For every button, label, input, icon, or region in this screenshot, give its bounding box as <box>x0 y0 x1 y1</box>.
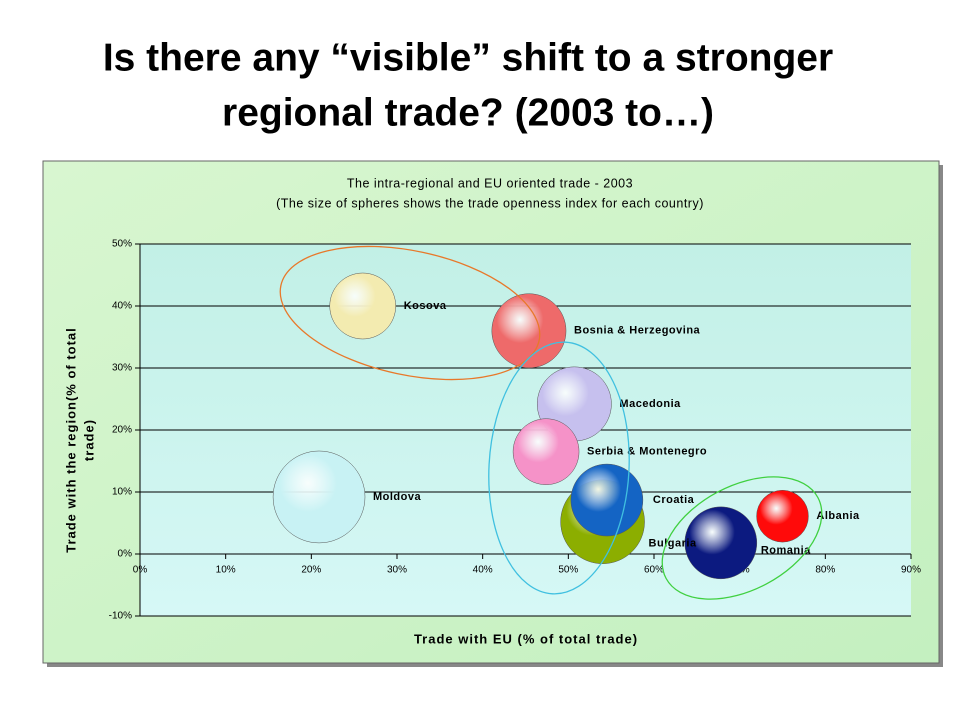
bubble <box>570 463 644 537</box>
bubble <box>491 293 567 369</box>
bubble <box>329 272 396 340</box>
bubble-label: Romania <box>761 545 811 557</box>
bubble-label: Kosova <box>404 300 447 312</box>
group-outline <box>279 245 541 381</box>
y-axis-title-line: Trade with the region(% of total <box>63 327 78 553</box>
x-tick-label: 90% <box>901 565 921 576</box>
plot: -10% 0% 10% 20% 30% 40% 50% 0% 10% 20% 30% 40% 50% 60… <box>109 239 921 622</box>
bubble-label: Bosnia & Herzegovina <box>574 325 701 337</box>
group-outline <box>661 476 823 600</box>
slide-title: Is there any “visible” shift to a strong… <box>103 36 833 79</box>
y-tick-label: 40% <box>112 301 132 312</box>
bubble <box>756 490 809 543</box>
y-tick-label: 50% <box>112 239 132 250</box>
bubble <box>272 450 366 544</box>
x-tick-label: 50% <box>558 565 578 576</box>
slide-title: regional trade? (2003 to…) <box>222 91 714 134</box>
x-tick-label: 30% <box>387 565 407 576</box>
bubble <box>684 506 758 580</box>
y-axis-title: Trade with the region(% of total trade) <box>63 327 96 553</box>
x-tick-label: 40% <box>473 565 493 576</box>
chart-title: The intra-regional and EU oriented trade… <box>347 176 633 190</box>
bubble-label: Croatia <box>653 494 695 506</box>
y-tick-label: -10% <box>109 611 132 622</box>
bubble-label: Serbia & Montenegro <box>587 446 707 458</box>
x-tick-label: 20% <box>301 565 321 576</box>
group-outline <box>488 341 630 595</box>
y-tick-label: 30% <box>112 363 132 374</box>
x-tick-label: 10% <box>216 565 236 576</box>
bubble-label: Moldova <box>373 491 421 503</box>
bubble-label: Macedonia <box>619 398 681 410</box>
y-axis-title-line: trade) <box>81 419 96 461</box>
bubble-label: Albania <box>816 510 860 522</box>
y-tick-label: 10% <box>112 487 132 498</box>
x-axis-title: Trade with EU (% of total trade) <box>414 631 638 646</box>
bubble <box>512 418 580 485</box>
bubble-label: Bulgaria <box>649 538 697 550</box>
y-tick-label: 0% <box>118 549 133 560</box>
y-tick-label: 20% <box>112 425 132 436</box>
x-tick-label: 60% <box>644 565 664 576</box>
chart-subtitle: (The size of spheres shows the trade ope… <box>276 196 704 210</box>
x-tick-label: 80% <box>815 565 835 576</box>
x-tick-label: 0% <box>133 565 148 576</box>
